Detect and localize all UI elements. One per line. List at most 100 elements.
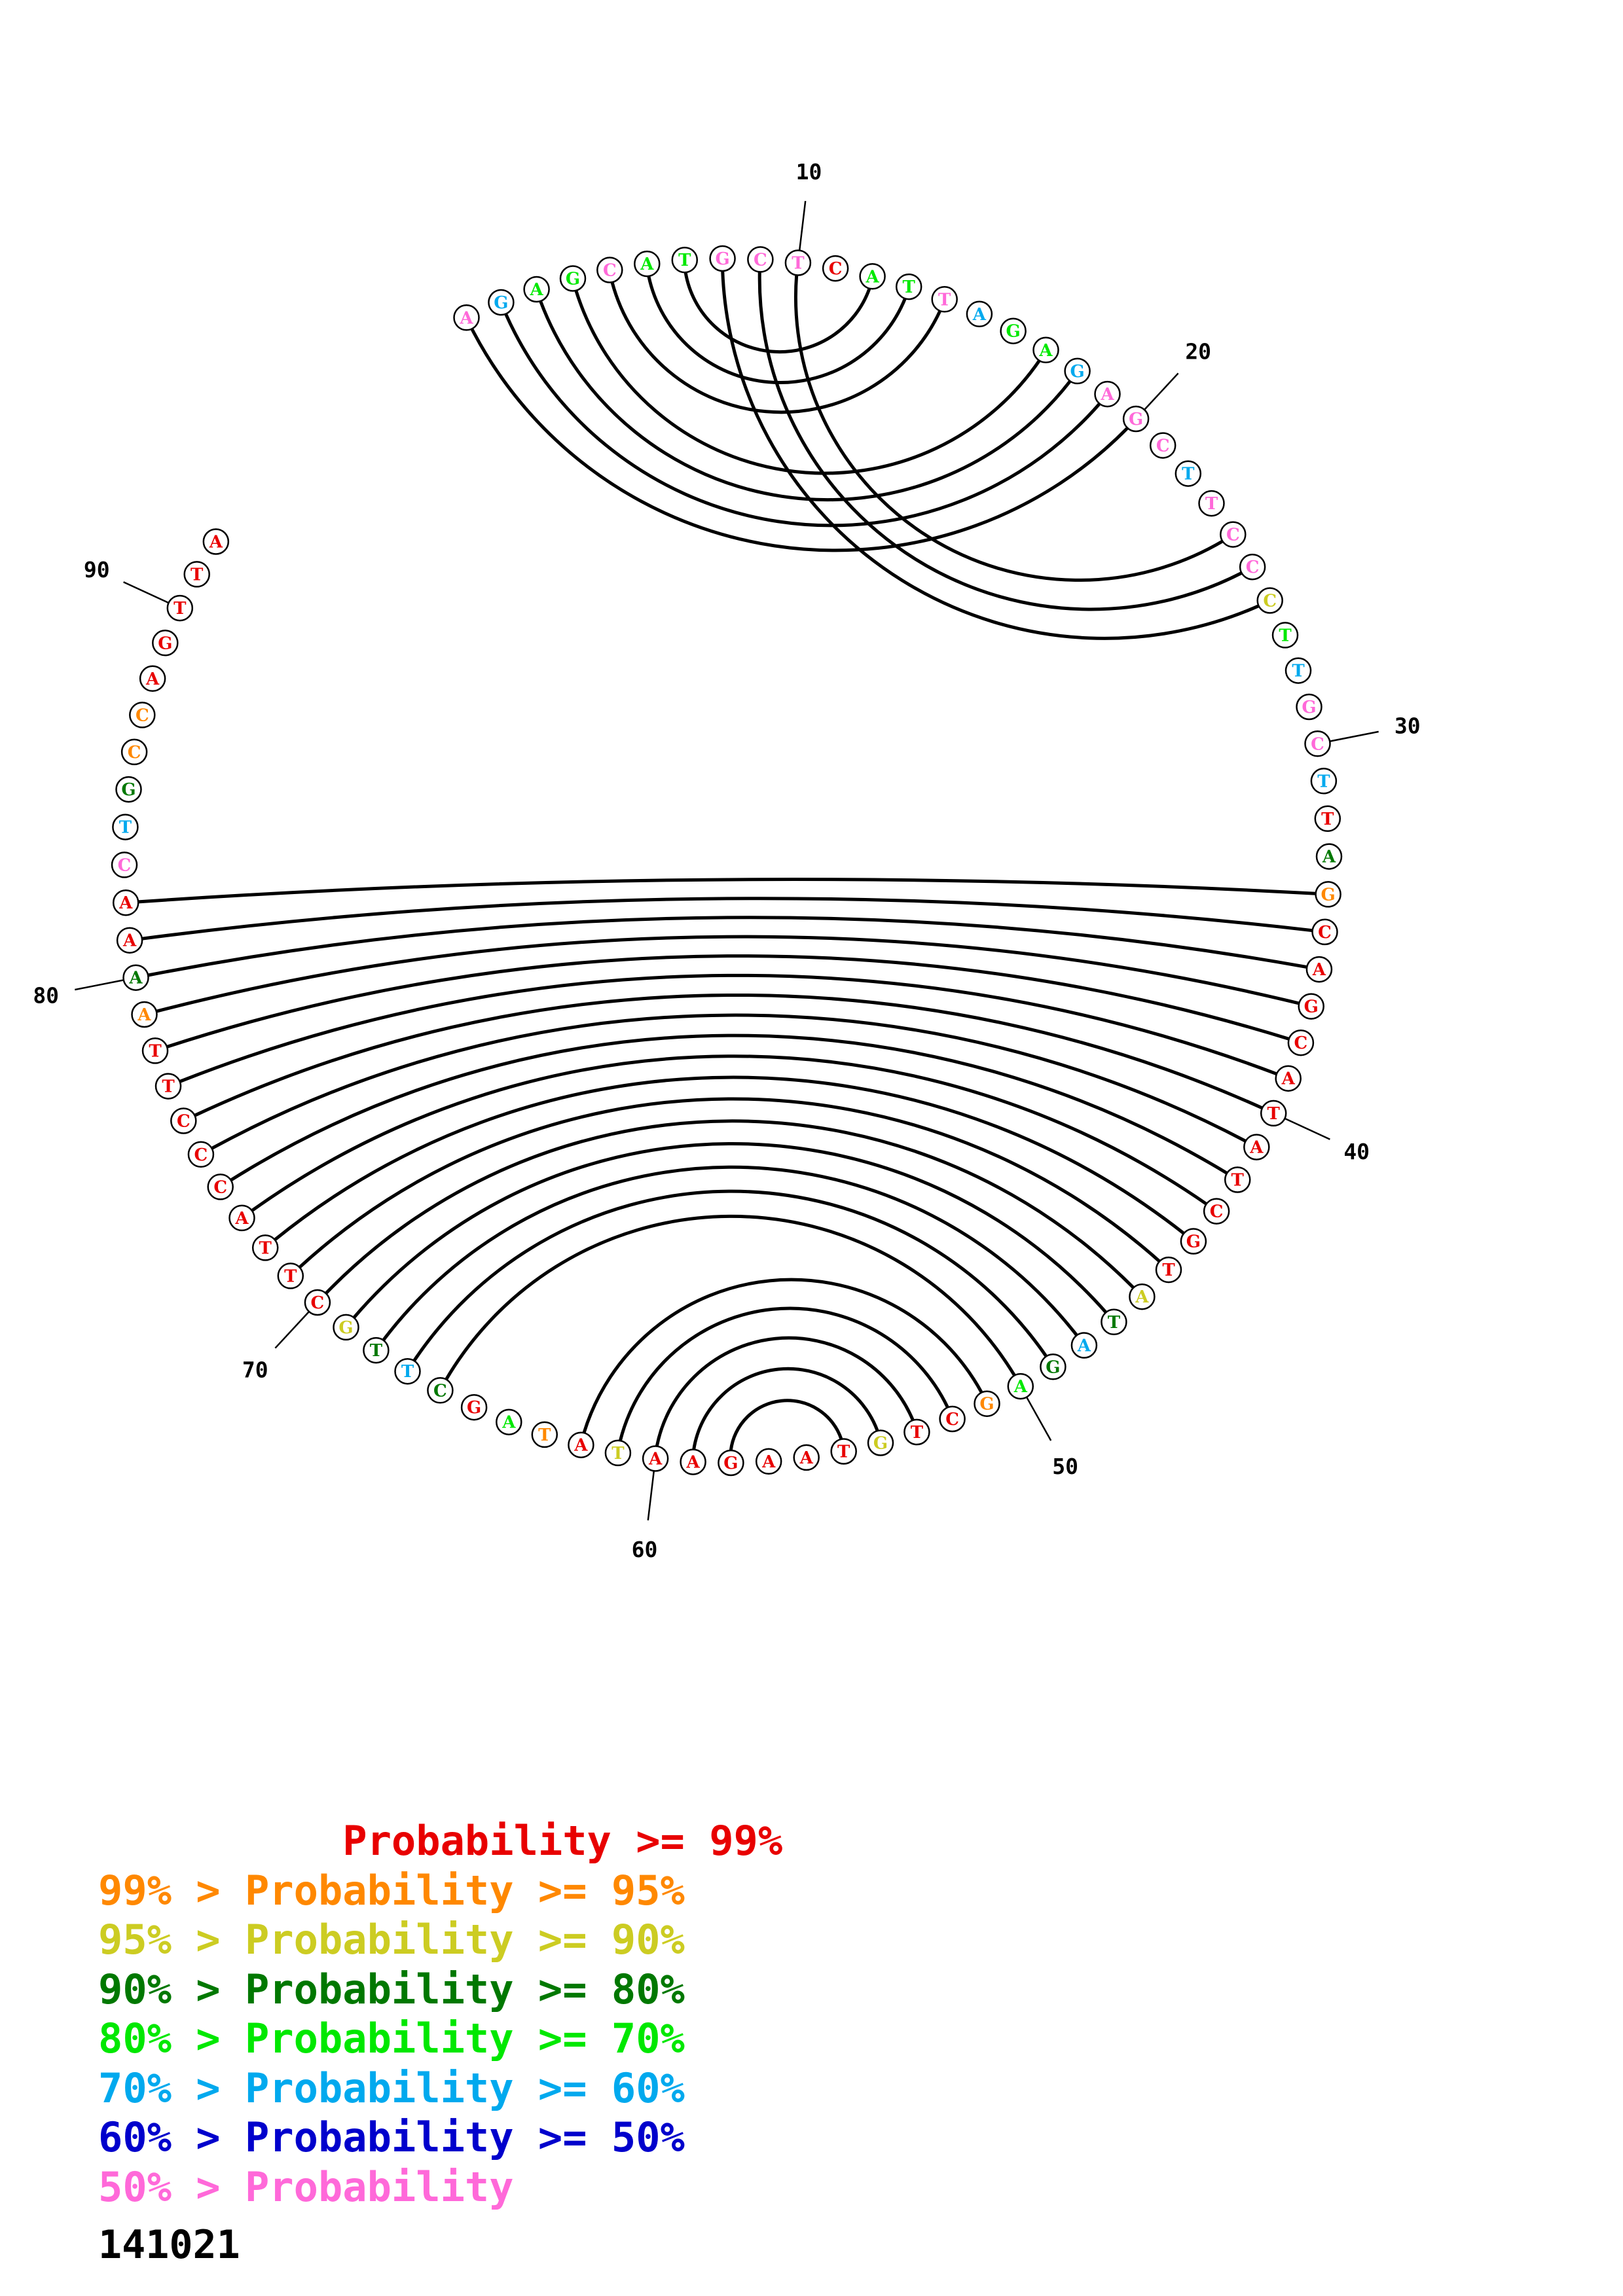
nucleotide: G <box>152 630 179 656</box>
nucleotide-circle <box>129 702 156 728</box>
nucleotide-circle <box>709 245 736 272</box>
nucleotide-circle <box>155 1073 182 1100</box>
nucleotide-letter: A <box>1281 1069 1296 1089</box>
nucleotide-circle <box>559 265 587 292</box>
nucleotide: A <box>1007 1372 1034 1400</box>
nucleotide-letter: C <box>177 1112 191 1132</box>
nucleotide: C <box>207 1174 234 1200</box>
base-pair-arc <box>793 275 1224 582</box>
nucleotide-circle <box>939 1405 966 1433</box>
legend-text: Probability >= 95% <box>244 1866 685 1914</box>
nucleotide-letter: C <box>1311 734 1324 754</box>
nucleotide: A <box>131 1001 158 1028</box>
nucleotide: C <box>111 852 138 878</box>
nucleotide-circle <box>793 1444 820 1471</box>
nucleotide: T <box>1260 1100 1287 1127</box>
nucleotide-circle <box>152 630 179 656</box>
nucleotide-letter: C <box>1294 1033 1308 1053</box>
legend-text: Probability >= 99% <box>342 1817 783 1865</box>
nucleotide-circle <box>1311 918 1338 946</box>
nucleotide: C <box>1304 730 1331 757</box>
nucleotide-circle <box>1094 380 1121 408</box>
nucleotide-circle <box>202 528 230 555</box>
base-pair-arc <box>610 281 942 414</box>
nucleotide: A <box>642 1445 669 1472</box>
nucleotide: G <box>488 289 515 316</box>
nucleotide: C <box>427 1377 454 1404</box>
nucleotide-letter: G <box>1186 1232 1201 1252</box>
nucleotide-letter: A <box>686 1453 701 1473</box>
nucleotide-letter: T <box>1292 662 1305 681</box>
nucleotide: G <box>115 776 142 803</box>
position-label: 80 <box>33 982 59 1008</box>
nucleotide-letter: T <box>903 278 916 297</box>
nucleotide-letter: C <box>603 261 617 281</box>
nucleotide-circle <box>1064 357 1091 385</box>
nucleotide: A <box>793 1444 820 1471</box>
base-pair-arc <box>138 878 1316 904</box>
nucleotide-letter: A <box>1100 385 1114 404</box>
nucleotide-circle <box>1275 1065 1302 1092</box>
nucleotide: A <box>568 1431 594 1458</box>
nucleotide: G <box>709 245 736 272</box>
nucleotide-letter: A <box>501 1413 516 1433</box>
nucleotide-circle <box>496 1408 522 1435</box>
nucleotide-circle <box>1310 768 1338 795</box>
nucleotide: A <box>1094 380 1121 408</box>
nucleotide: A <box>496 1408 522 1435</box>
nucleotide-letter: G <box>1321 885 1335 905</box>
nucleotide: T <box>183 561 210 588</box>
nucleotide: T <box>1101 1308 1127 1336</box>
nucleotide-letter: T <box>284 1266 297 1286</box>
nucleotide-letter: T <box>538 1426 551 1445</box>
base-pair-arc <box>352 1141 1108 1319</box>
nucleotide-letter: T <box>191 565 204 584</box>
nucleotide-circle <box>1007 1372 1034 1400</box>
nucleotide-letter: T <box>1267 1104 1281 1124</box>
nucleotide-letter: C <box>433 1381 447 1401</box>
nucleotide: A <box>680 1448 706 1475</box>
nucleotide-letter: A <box>459 308 473 328</box>
position-label: 70 <box>242 1357 268 1382</box>
base-pair-arc <box>647 276 907 384</box>
nucleotide-circle <box>755 1448 782 1475</box>
nucleotide: C <box>1239 553 1266 581</box>
nucleotide-letter: A <box>972 305 987 325</box>
nucleotide-circle <box>822 255 849 282</box>
nucleotide-circle <box>680 1448 706 1475</box>
nucleotide-letter: G <box>715 249 729 269</box>
nucleotide-circle <box>1315 881 1341 908</box>
base-pair-arc <box>141 897 1313 941</box>
nucleotide-circle <box>1243 1134 1270 1160</box>
nucleotide: A <box>202 528 230 555</box>
position-tick-line <box>1026 1397 1052 1441</box>
nucleotide-letter: T <box>1205 494 1218 514</box>
nucleotide-circle <box>1198 490 1225 517</box>
nucleotide-letter: A <box>145 670 160 689</box>
nucleotide: G <box>460 1393 488 1421</box>
nucleotide: A <box>1275 1065 1302 1092</box>
nucleotide-letter: C <box>194 1145 208 1165</box>
nucleotide-circle <box>131 1001 158 1028</box>
nucleotide-circle <box>531 1421 558 1448</box>
nucleotide-letter: T <box>1317 772 1330 791</box>
nucleotide: C <box>120 738 148 766</box>
nucleotide-letter: A <box>574 1436 588 1456</box>
nucleotide-circle <box>207 1174 234 1200</box>
base-pair-arc <box>757 272 1243 611</box>
nucleotide-circle <box>1122 405 1150 433</box>
nucleotide: C <box>304 1289 331 1316</box>
nucleotide: T <box>112 814 139 840</box>
nucleotide: T <box>931 286 958 313</box>
nucleotide-circle <box>363 1336 390 1364</box>
nucleotide-letter: T <box>1279 626 1292 645</box>
nucleotide: A <box>966 300 993 328</box>
nucleotide-circle <box>1224 1166 1251 1193</box>
nucleotide-circle <box>1285 657 1312 684</box>
nucleotide-circle <box>1000 317 1027 344</box>
nucleotide-circle <box>122 964 149 991</box>
nucleotide-letter: G <box>723 1454 738 1473</box>
nucleotide-letter: C <box>829 259 843 279</box>
nucleotide: T <box>1314 805 1341 833</box>
